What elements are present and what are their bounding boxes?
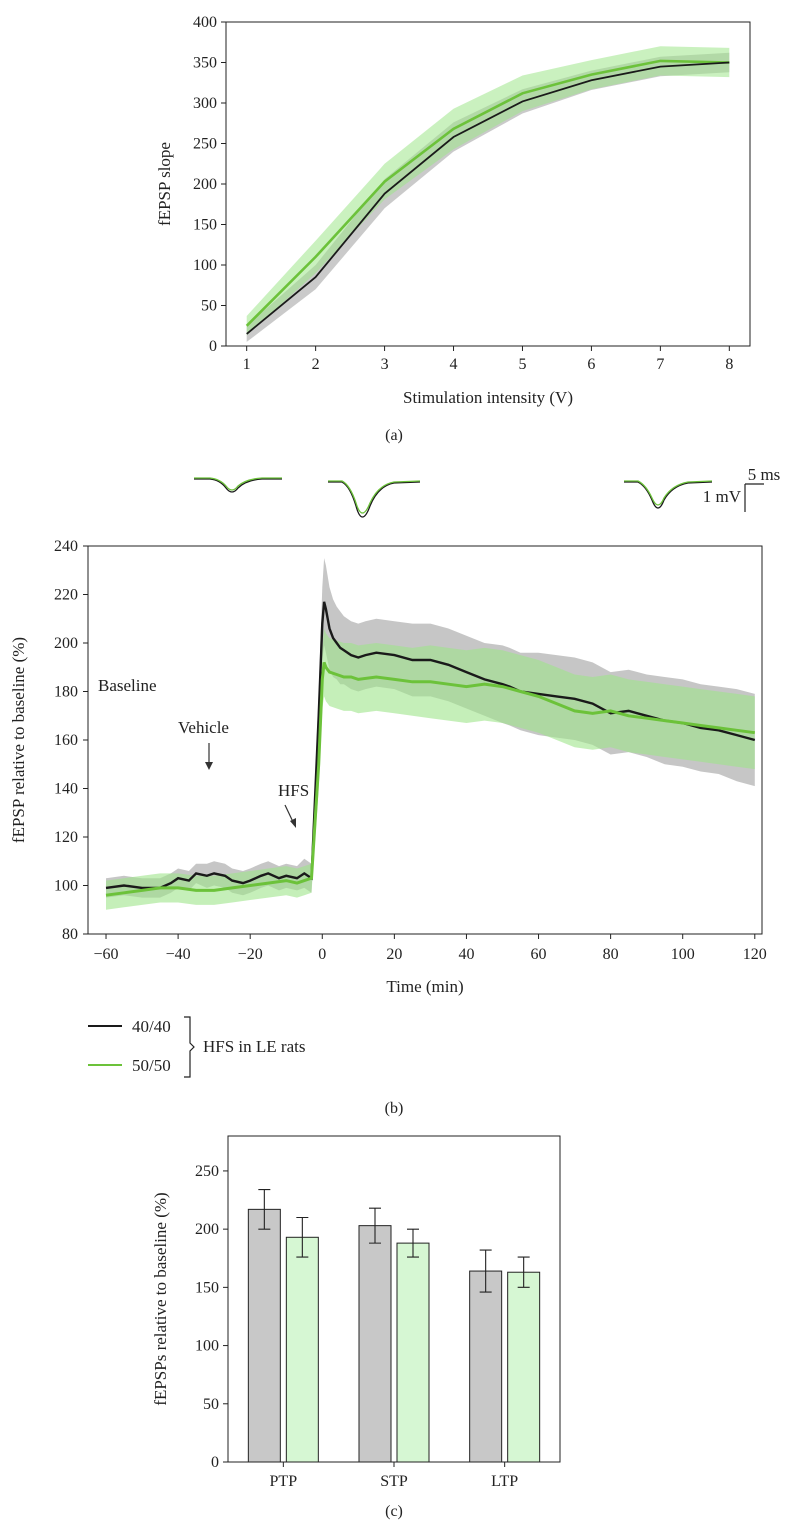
y-tick-label-b: 120: [54, 829, 78, 846]
x-tick-label-a: 6: [587, 356, 595, 373]
line-a-ctrl: [246, 61, 730, 335]
x-tick-label-b: −40: [166, 946, 191, 963]
legend: 40/40 50/50 HFS in LE rats: [88, 1016, 305, 1078]
bar-ctrl: [469, 1270, 503, 1463]
bar-treat: [507, 1271, 541, 1463]
y-tick-label-b: 80: [62, 926, 78, 943]
legend-label-treat: 50/50: [132, 1056, 171, 1075]
x-tick-label-a: 8: [725, 356, 733, 373]
trace-baseline-treat: [194, 477, 282, 491]
error-bar-treat: [517, 1256, 530, 1288]
line-a-treat: [245, 59, 730, 327]
x-tick-label-b: 20: [386, 946, 402, 963]
y-tick-label-a: 350: [193, 55, 217, 72]
chart-b-timecourse: −60 −40 −20 0 20 40 60 80 100 120 80 100 120 140 160 18…: [9, 538, 767, 996]
y-tick-label-c: 250: [195, 1163, 219, 1180]
y-axis-label-c: fEPSPs relative to baseline (%): [151, 1192, 170, 1405]
x-tick-label-b: 60: [531, 946, 547, 963]
vehicle-arrowhead: [205, 762, 213, 770]
bar-ctrl: [358, 1225, 392, 1463]
x-axis-label-a: Stimulation intensity (V): [403, 388, 573, 407]
y-tick-label-c: 100: [195, 1338, 219, 1355]
chart-a-intensity: 1 2 3 4 5 6 7 8 0 50 100 150 200 250 300 350 400 Stimulat…: [155, 14, 751, 407]
trace-ptp-treat: [328, 480, 421, 514]
x-tick-label-a: 4: [450, 356, 458, 373]
annotation-baseline: Baseline: [98, 676, 157, 695]
panel-label-a: (a): [385, 427, 403, 444]
x-tick-label-a: 2: [312, 356, 320, 373]
y-tick-label-c: 200: [195, 1221, 219, 1238]
y-tick-label-a: 300: [193, 95, 217, 112]
y-tick-label-a: 150: [193, 217, 217, 234]
x-tick-label-b: 0: [318, 946, 326, 963]
chart-c-bars: PTP STP LTP 0 50 100 150 200 250 fEPSPs relative …: [151, 1135, 561, 1490]
bar-treat: [285, 1236, 319, 1463]
line-b-ctrl: [105, 601, 756, 890]
scale-bar-time-label: 5 ms: [748, 465, 781, 484]
y-tick-label-b: 200: [54, 635, 78, 652]
trace-ltp-ctrl: [624, 481, 713, 509]
x-tick-label-a: 3: [381, 356, 389, 373]
x-tick-label-c: LTP: [491, 1473, 518, 1490]
legend-group-label: HFS in LE rats: [203, 1037, 305, 1056]
error-bar-treat: [296, 1216, 309, 1258]
x-tick-label-a: 1: [243, 356, 251, 373]
y-tick-label-a: 0: [209, 338, 217, 355]
x-tick-label-a: 5: [518, 356, 526, 373]
plot-frame-c: [227, 1135, 561, 1463]
line-b-treat: [105, 661, 755, 897]
fepsp-trace-examples: 5 ms 1 mV: [194, 465, 781, 518]
y-axis-label-a: fEPSP slope: [155, 142, 174, 226]
scale-bar-amplitude-label: 1 mV: [703, 487, 742, 506]
panel-label-b: (b): [385, 1100, 404, 1117]
trace-ptp-ctrl: [328, 481, 421, 518]
x-tick-label-b: 120: [743, 946, 767, 963]
annotation-hfs: HFS: [278, 781, 309, 800]
x-tick-label-b: −20: [238, 946, 263, 963]
y-tick-label-b: 220: [54, 587, 78, 604]
panel-label-c: (c): [385, 1503, 403, 1520]
x-tick-label-c: PTP: [270, 1473, 298, 1490]
y-axis-label-b: fEPSP relative to baseline (%): [9, 637, 28, 843]
y-tick-label-b: 140: [54, 781, 78, 798]
trace-ltp-treat: [624, 480, 713, 506]
y-tick-label-a: 50: [201, 298, 217, 315]
legend-label-ctrl: 40/40: [132, 1017, 171, 1036]
trace-baseline-ctrl: [194, 478, 282, 493]
bar-treat: [396, 1242, 430, 1463]
annotation-vehicle: Vehicle: [178, 718, 229, 737]
y-tick-label-a: 200: [193, 176, 217, 193]
y-tick-label-a: 100: [193, 257, 217, 274]
x-tick-label-b: 100: [671, 946, 695, 963]
x-tick-label-a: 7: [656, 356, 664, 373]
hfs-arrowhead: [290, 818, 296, 828]
bar-ctrl: [247, 1208, 281, 1463]
legend-brace: [184, 1016, 195, 1078]
y-tick-label-a: 400: [193, 14, 217, 31]
y-tick-label-b: 240: [54, 538, 78, 555]
x-axis-label-b: Time (min): [386, 977, 463, 996]
x-tick-label-b: −60: [94, 946, 119, 963]
y-tick-label-b: 100: [54, 878, 78, 895]
y-tick-label-b: 180: [54, 684, 78, 701]
y-tick-label-b: 160: [54, 732, 78, 749]
band-b-treat: [106, 628, 755, 910]
band-a-treat: [246, 46, 730, 336]
y-tick-label-c: 0: [211, 1454, 219, 1471]
x-tick-label-b: 80: [603, 946, 619, 963]
x-tick-label-b: 40: [458, 946, 474, 963]
error-bar-ctrl: [369, 1207, 381, 1244]
y-tick-label-a: 250: [193, 136, 217, 153]
error-bar-ctrl: [479, 1249, 492, 1293]
error-bar-ctrl: [258, 1189, 271, 1230]
scale-bar: [744, 483, 764, 512]
error-bar-treat: [407, 1228, 419, 1258]
y-tick-label-c: 150: [195, 1279, 219, 1296]
y-tick-label-c: 50: [203, 1396, 219, 1413]
x-tick-label-c: STP: [380, 1473, 408, 1490]
